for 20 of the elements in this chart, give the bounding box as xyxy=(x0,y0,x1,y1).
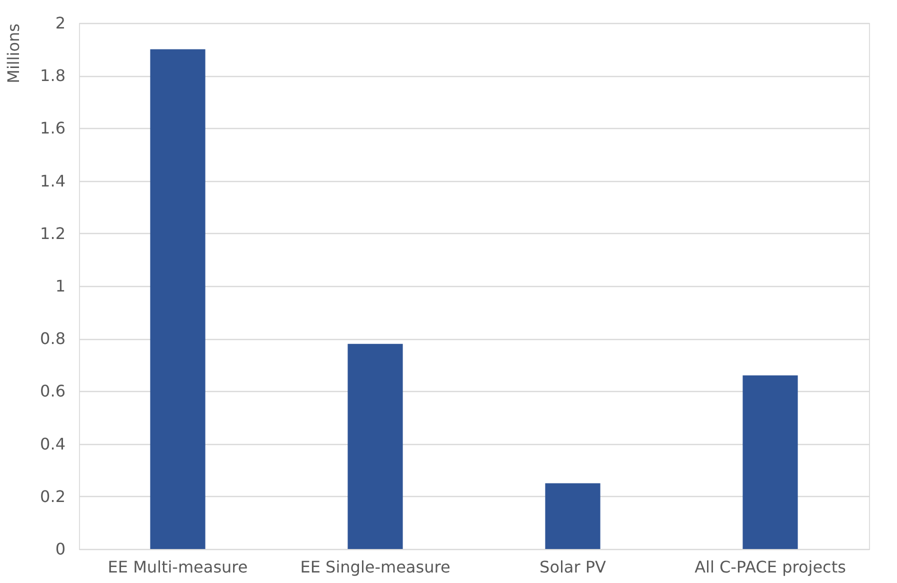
y-tick-label: 1.4 xyxy=(40,171,66,190)
x-tick-label: EE Multi-measure xyxy=(108,558,248,576)
bar xyxy=(545,483,600,549)
y-tick-label: 0.2 xyxy=(40,486,66,506)
x-tick-label: Solar PV xyxy=(540,558,606,576)
y-tick-label: 1.2 xyxy=(40,224,66,243)
bar xyxy=(150,49,206,549)
y-tick-label: 1 xyxy=(55,276,66,296)
y-tick-label: 2 xyxy=(55,14,66,32)
bar xyxy=(742,375,798,549)
y-tick-label: 0.8 xyxy=(40,329,66,348)
x-tick-label: All C-PACE projects xyxy=(694,558,846,576)
y-tick-label: 0.6 xyxy=(40,382,66,401)
y-tick-label: 0 xyxy=(55,540,66,558)
bar xyxy=(348,344,403,549)
y-tick-label: 1.6 xyxy=(40,118,66,138)
y-axis-title: Millions xyxy=(4,24,24,84)
y-tick-label: 1.8 xyxy=(40,66,66,86)
x-tick-label: EE Single-measure xyxy=(300,558,450,576)
y-tick-label: 0.4 xyxy=(40,434,66,454)
